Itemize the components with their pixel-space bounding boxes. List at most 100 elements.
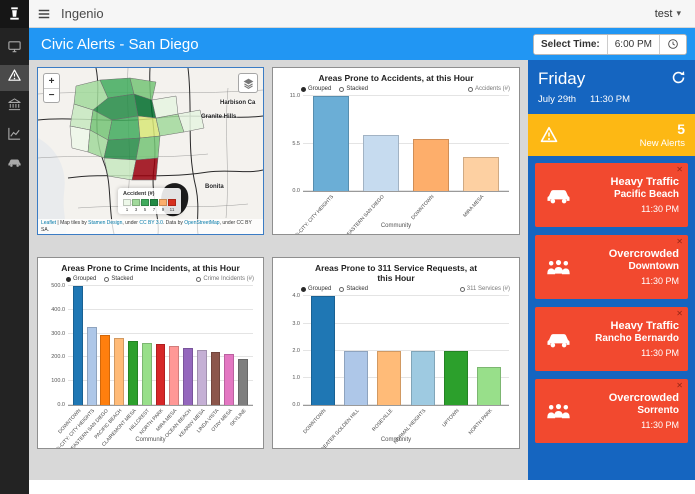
bar [169,346,180,405]
osm-link[interactable]: OpenStreetMap [184,220,220,226]
bar-plot: 0.0 1.0 2.0 3.0 4.0 DOWNTOWN GREATER GOLDEN HI… [292,293,509,449]
bar [410,350,435,405]
sidebar-item-traffic[interactable] [0,152,29,178]
line-chart-icon [7,126,22,146]
clock-button[interactable] [659,34,686,54]
leaflet-link[interactable]: Leaflet [41,220,57,226]
x-axis-title: Community [380,223,412,229]
bars [306,96,506,191]
zoom-out-button[interactable]: − [44,88,59,102]
alerts-panel-header: Friday July 29th 11:30 PM [528,60,695,114]
sidebar-item-civic-alerts[interactable] [0,65,29,91]
bar [100,334,111,405]
legend-stacked[interactable]: Stacked [339,86,368,92]
map-attribution: Leaflet | Map tiles by Stamen Design, un… [38,219,263,234]
time-value-button[interactable]: 6:00 PM [606,34,659,54]
map-layers-button[interactable] [238,73,258,93]
bar [86,326,97,405]
bank-icon [7,97,22,117]
alert-cards: ✕ Heavy Traffic Pacific Beach 11:30 PM ✕ Over… [528,156,695,443]
bar [183,347,193,405]
clock-icon [668,39,678,49]
radio-empty-icon [196,276,202,282]
map-legend: Accident (#) 1 3 5 7 9 11 [118,188,181,214]
alert-type: Overcrowded [608,248,679,260]
radio-empty-icon [459,286,465,292]
legend-series: 311 Services (#) [459,286,510,292]
bar [196,349,207,405]
alerts-date: July 29th [538,94,577,105]
x-axis-title: Community [380,437,412,443]
alert-card[interactable]: ✕ Heavy Traffic Pacific Beach 11:30 PM [535,163,688,227]
alerts-day: Friday [538,69,586,88]
alert-location: Downtown [628,261,679,272]
monitor-icon [7,39,22,59]
legend-grouped[interactable]: Grouped [66,276,96,282]
layers-icon [243,78,253,89]
radio-empty-icon [467,86,473,92]
legend-grouped[interactable]: Grouped [301,86,331,92]
hamburger-menu-button[interactable] [29,0,59,28]
legend-stacked[interactable]: Stacked [104,276,133,282]
car-icon [545,186,575,205]
user-menu-label: test [654,7,673,20]
chart-grid: 0.0 100.0 200.0 300.0 400.0 500.0 [51,283,253,408]
close-icon[interactable]: ✕ [676,381,683,390]
app-logo [0,0,29,28]
select-time-label-button[interactable]: Select Time: [534,34,607,54]
map-legend-swatches: 1 3 5 7 9 11 [123,199,176,212]
legend-stacked[interactable]: Stacked [339,286,368,292]
new-alerts-banner: 5 New Alerts [528,114,695,156]
alerts-panel: Friday July 29th 11:30 PM 5 Ne [528,60,695,480]
sidebar-item-city[interactable] [0,94,29,120]
sidebar [0,28,29,494]
bar [443,350,468,405]
alert-card[interactable]: ✕ Heavy Traffic Rancho Bernardo 11:30 PM [535,307,688,371]
new-alerts-count: 5 [677,121,685,138]
alert-card[interactable]: ✕ Overcrowded Sorrento 11:30 PM [535,379,688,443]
sidebar-item-analytics[interactable] [0,123,29,149]
refresh-icon [672,71,685,84]
stamen-link[interactable]: Stamen Design [88,220,123,226]
alert-type: Heavy Traffic [610,320,679,332]
map-zoom-control: + − [43,73,60,103]
user-menu[interactable]: test ▾ [655,8,681,20]
bar-plot: 0.0 100.0 200.0 300.0 400.0 500.0 DOWNTOWN MID-… [51,283,253,449]
bar [210,351,221,405]
services-311-chart-panel: Areas Prone to 311 Service Requests, at … [272,257,520,449]
alert-triangle-icon [538,125,560,145]
bar-plot: 0.0 5.5 11.0 MID-CITY: CITY HEIGHTS SOUTHEAS… [290,93,509,234]
close-icon[interactable]: ✕ [676,309,683,318]
alert-time: 11:30 PM [641,276,679,286]
alert-time: 11:30 PM [641,420,679,430]
close-icon[interactable]: ✕ [676,237,683,246]
chart-title: Areas Prone to Accidents, at this Hour [318,73,474,83]
chart-grid: 0.0 1.0 2.0 3.0 4.0 [292,293,509,408]
alert-location: Pacific Beach [613,189,679,200]
bar [141,342,152,405]
alert-type: Heavy Traffic [610,176,679,188]
x-axis-labels: DOWNTOWN GREATER GOLDEN HILL ROSEVILLE NORM… [301,408,494,449]
zoom-in-button[interactable]: + [48,75,55,87]
sidebar-item-dashboard[interactable] [0,36,29,62]
choropleth-layer [69,77,205,181]
caret-down-icon: ▾ [676,8,681,18]
radio-filled-icon [66,276,71,282]
bar [377,350,402,405]
bar [238,358,249,405]
alert-card[interactable]: ✕ Overcrowded Downtown 11:30 PM [535,235,688,299]
map-panel: Harbison Ca Granite Hills Bonita Chula V… [37,67,264,235]
bar [463,156,499,191]
legend-grouped[interactable]: Grouped [301,286,331,292]
close-icon[interactable]: ✕ [676,165,683,174]
radio-empty-icon [104,276,110,282]
bar [477,366,502,405]
bar [224,353,235,405]
refresh-button[interactable] [671,70,686,85]
alert-time: 11:30 PM [641,348,679,358]
cc-link[interactable]: CC BY 3.0 [139,220,163,226]
legend-series: Crime Incidents (#) [196,276,254,282]
bar [72,286,83,405]
x-axis-labels: DOWNTOWN MID-CITY: CITY HEIGHTS SOUTHEASTE… [51,408,248,449]
page-header: Civic Alerts - San Diego Select Time: 6:… [29,28,695,60]
